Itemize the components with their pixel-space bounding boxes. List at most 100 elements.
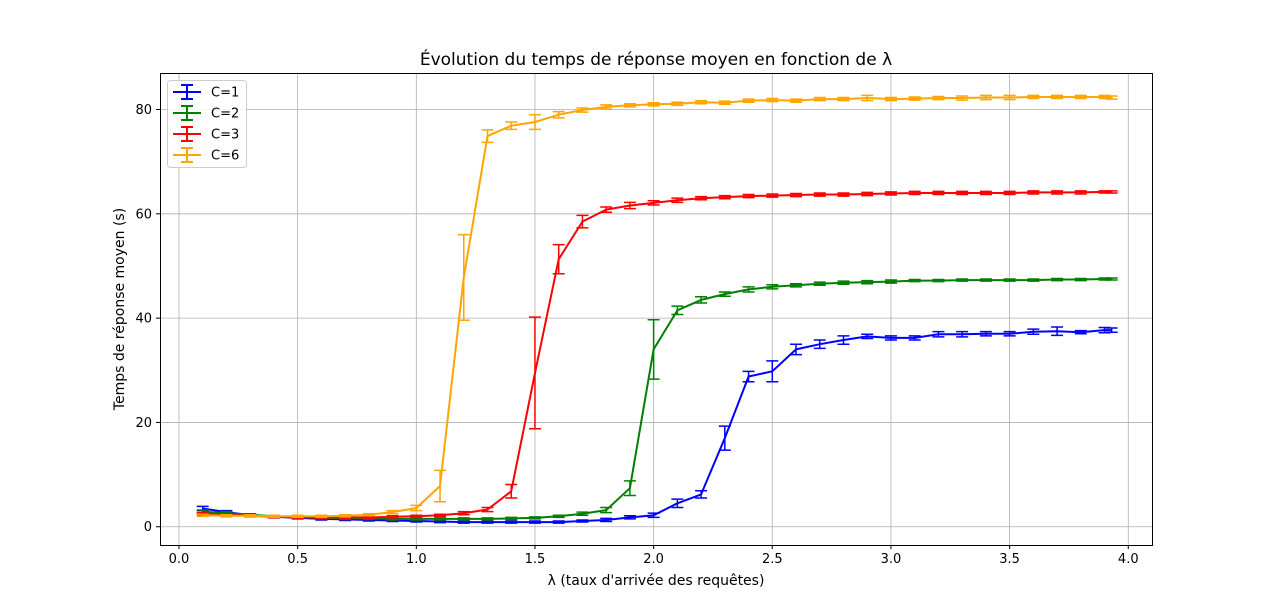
chart-title: Évolution du temps de réponse moyen en f… bbox=[420, 48, 892, 70]
error-bar bbox=[600, 104, 613, 110]
error-bar bbox=[505, 121, 518, 131]
error-bar bbox=[884, 279, 897, 284]
error-bar bbox=[457, 520, 470, 524]
legend-swatch bbox=[173, 147, 201, 163]
error-bar bbox=[528, 520, 541, 524]
error-bar bbox=[813, 96, 826, 102]
error-bar bbox=[979, 278, 992, 282]
error-bar bbox=[1003, 94, 1016, 101]
error-bar bbox=[623, 103, 636, 108]
error-bar bbox=[908, 190, 921, 196]
error-bar bbox=[813, 339, 826, 350]
error-bar bbox=[790, 192, 803, 198]
grid bbox=[160, 73, 1152, 545]
error-bar bbox=[1105, 95, 1118, 100]
error-bar bbox=[528, 516, 541, 520]
error-bar bbox=[742, 98, 755, 103]
error-bar bbox=[362, 512, 375, 517]
error-bar bbox=[505, 516, 518, 521]
error-bar bbox=[884, 191, 897, 196]
x-axis-label: λ (taux d'arrivée des requêtes) bbox=[548, 573, 765, 589]
error-bar bbox=[315, 514, 328, 519]
error-bar bbox=[1027, 190, 1040, 195]
error-bar bbox=[790, 343, 803, 356]
error-bar bbox=[220, 514, 233, 518]
error-bar bbox=[908, 278, 921, 283]
error-bar bbox=[1027, 328, 1040, 336]
error-bar bbox=[695, 490, 708, 499]
error-bar bbox=[1105, 327, 1118, 333]
error-bar bbox=[766, 193, 779, 198]
error-bar bbox=[647, 200, 660, 206]
y-tick-label: 80 bbox=[135, 103, 152, 118]
error-bar bbox=[837, 280, 850, 285]
error-bar bbox=[1003, 190, 1016, 196]
error-bar bbox=[908, 96, 921, 101]
x-tick-label: 1.5 bbox=[525, 552, 546, 567]
error-bar bbox=[932, 95, 945, 101]
legend-label: C=6 bbox=[211, 149, 239, 164]
error-bar bbox=[623, 515, 636, 520]
error-bar bbox=[600, 506, 613, 514]
legend-label: C=2 bbox=[211, 107, 239, 122]
x-tick-label: 4.0 bbox=[1118, 552, 1139, 567]
error-bar bbox=[718, 425, 731, 451]
error-bar bbox=[1051, 326, 1064, 337]
error-bar bbox=[410, 514, 423, 519]
error-bar bbox=[742, 370, 755, 383]
legend-entry-c1: C=1 bbox=[173, 84, 239, 101]
plot-frame bbox=[160, 73, 1153, 546]
legend-label: C=1 bbox=[211, 86, 239, 101]
error-bar bbox=[552, 110, 565, 119]
x-tick-label: 3.0 bbox=[881, 552, 902, 567]
legend-swatch bbox=[173, 126, 201, 142]
error-bar bbox=[434, 517, 447, 521]
error-bar bbox=[742, 193, 755, 199]
error-bar bbox=[718, 291, 731, 297]
error-bar bbox=[1051, 277, 1064, 282]
x-tick-label: 2.5 bbox=[762, 552, 783, 567]
error-bar bbox=[932, 278, 945, 283]
error-bar bbox=[1003, 330, 1016, 337]
error-bar bbox=[505, 483, 518, 499]
error-bar bbox=[457, 510, 470, 516]
error-bar bbox=[861, 279, 874, 285]
error-bar bbox=[1051, 94, 1064, 100]
error-bar bbox=[457, 517, 470, 521]
error-bar bbox=[1105, 190, 1118, 194]
error-bar bbox=[552, 520, 565, 524]
x-tick-label: 3.5 bbox=[999, 552, 1020, 567]
error-bar bbox=[623, 201, 636, 210]
series-line-c6 bbox=[202, 96, 1112, 518]
error-bar bbox=[884, 335, 897, 341]
legend-entry-c2: C=2 bbox=[173, 105, 239, 122]
error-bar bbox=[552, 243, 565, 275]
y-tick-label: 0 bbox=[144, 520, 152, 535]
error-bar bbox=[576, 511, 589, 517]
error-bar bbox=[932, 330, 945, 338]
error-bar bbox=[505, 520, 518, 524]
ticks: 0.0 0.5 1.0 1.5 2.0 2.5 3.0 3.5 4.0 0 20 40 60 80 bbox=[135, 103, 1138, 567]
error-bar bbox=[623, 480, 636, 497]
error-bar bbox=[434, 513, 447, 518]
series-line-c3 bbox=[202, 190, 1112, 519]
error-bar bbox=[1003, 278, 1016, 282]
error-bar bbox=[1074, 94, 1087, 100]
legend-label: C=3 bbox=[211, 128, 239, 143]
series-layer bbox=[196, 94, 1118, 524]
error-bar bbox=[908, 335, 921, 341]
error-bar bbox=[956, 95, 969, 101]
error-bar bbox=[244, 514, 257, 518]
x-tick-label: 0.0 bbox=[169, 552, 190, 567]
error-bar bbox=[671, 197, 684, 204]
error-bar bbox=[434, 469, 447, 503]
error-bar bbox=[837, 192, 850, 197]
x-tick-label: 1.0 bbox=[406, 552, 427, 567]
error-bar bbox=[956, 278, 969, 282]
error-bar bbox=[481, 129, 494, 144]
error-bar bbox=[979, 330, 992, 337]
error-bar bbox=[790, 282, 803, 288]
error-bar bbox=[386, 515, 399, 519]
error-bar bbox=[339, 514, 352, 518]
error-bar bbox=[1074, 277, 1087, 282]
